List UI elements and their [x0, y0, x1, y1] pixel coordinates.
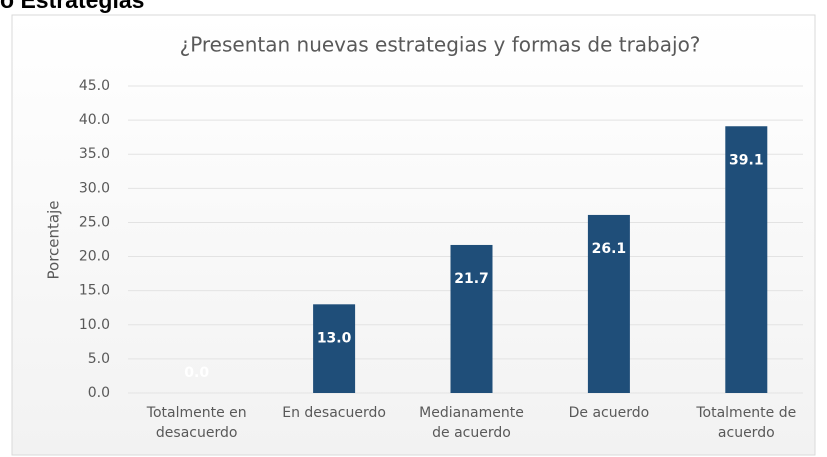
- y-tick-label: 40.0: [79, 112, 110, 128]
- data-label: 39.1: [729, 152, 764, 168]
- y-tick-label: 35.0: [79, 146, 110, 162]
- y-tick-label: 0.0: [88, 385, 110, 401]
- data-label: 13.0: [317, 330, 352, 346]
- chart-title: ¿Presentan nuevas estrategias y formas d…: [180, 33, 701, 57]
- y-tick-label: 30.0: [79, 180, 110, 196]
- y-tick-label: 20.0: [79, 249, 110, 265]
- data-label: 0.0: [184, 365, 209, 381]
- bar: [587, 214, 630, 393]
- y-axis-label: Porcentaje: [45, 201, 63, 280]
- data-label: 26.1: [592, 241, 627, 257]
- data-label: 21.7: [454, 271, 489, 287]
- bar: [313, 304, 356, 393]
- y-tick-label: 15.0: [79, 283, 110, 299]
- x-tick-label: Totalmente de acuerdo: [695, 405, 796, 441]
- page-header: o Estrategias: [0, 0, 144, 13]
- y-tick-label: 10.0: [79, 317, 110, 333]
- x-tick-label: Medianamente de acuerdo: [419, 405, 524, 441]
- bar: [725, 126, 768, 394]
- x-tick-label: De acuerdo: [569, 405, 650, 421]
- y-tick-label: 5.0: [88, 351, 110, 367]
- x-tick-label: En desacuerdo: [282, 405, 386, 421]
- bar: [450, 244, 493, 393]
- chart-area: [11, 14, 816, 456]
- x-tick-label: Totalmente en desacuerdo: [146, 405, 247, 441]
- y-tick-label: 25.0: [79, 214, 110, 230]
- y-tick-label: 45.0: [79, 78, 110, 94]
